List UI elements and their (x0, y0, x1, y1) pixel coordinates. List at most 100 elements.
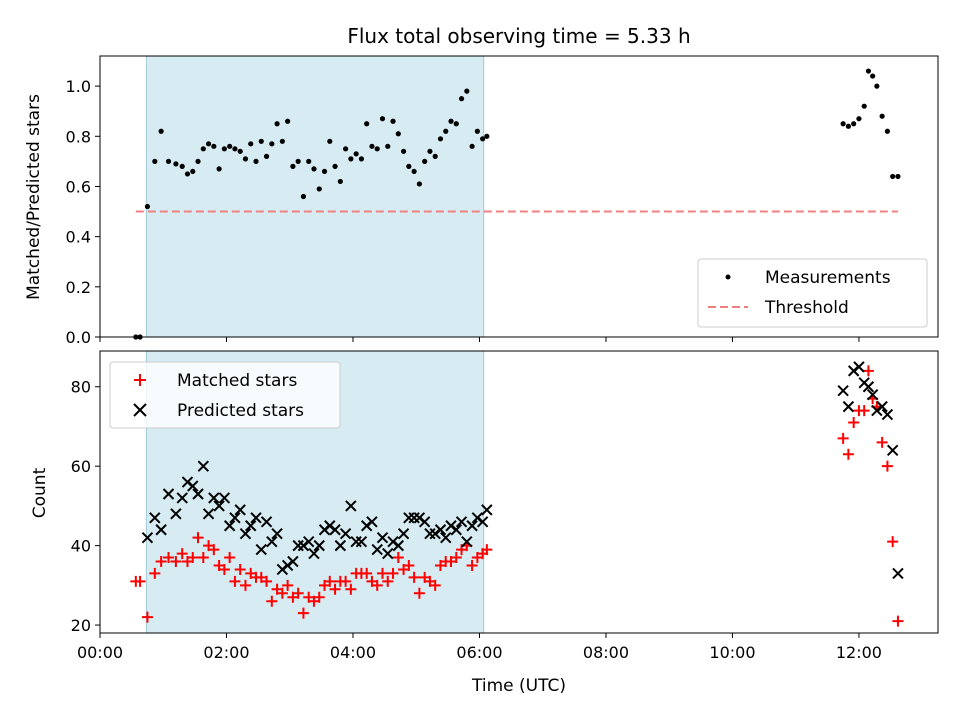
count-ylabel: Count (30, 467, 50, 518)
predicted-stars-point (176, 492, 188, 504)
measurements-point (152, 158, 158, 164)
measurements-point (379, 116, 386, 122)
predicted-stars-point (481, 504, 493, 516)
measurements-point (432, 153, 438, 159)
predicted-stars-point (355, 535, 368, 548)
measurements-point (385, 143, 391, 149)
ratio-y-tick-label: 0.0 (66, 328, 91, 347)
predicted-stars-point (234, 504, 246, 516)
predicted-stars-point (271, 527, 283, 540)
matched-stars-point (887, 536, 899, 548)
measurements-point (237, 148, 243, 154)
ratio-legend: Measurements Threshold (697, 258, 928, 328)
matched-stars-point (387, 567, 399, 579)
x-tick-label: 00:00 (77, 643, 123, 662)
predicted-legend-marker (133, 403, 147, 417)
measurements-point (327, 138, 333, 144)
measurements-point (358, 156, 365, 162)
matched-stars-point (345, 583, 357, 595)
matched-stars-point (282, 579, 294, 591)
matched-stars-point (862, 365, 874, 377)
panel-count: 00:00 02:00 04:00 06:00 08:00 10:00 12:00 20 40… (30, 350, 939, 696)
measurements-point (311, 166, 317, 172)
predicted-stars-point (197, 460, 210, 472)
measurements-point (422, 158, 428, 164)
matched-stars-point (134, 575, 146, 587)
measurements-legend-marker (725, 274, 731, 280)
predicted-stars-point (303, 535, 315, 548)
x-tick-label: 10:00 (709, 643, 755, 662)
x-tick-label: 08:00 (583, 643, 629, 662)
measurements-point (173, 161, 179, 167)
matched-stars-point (155, 556, 167, 568)
measurements-point (484, 133, 490, 139)
predicted-stars-point (218, 492, 231, 504)
matched-stars-point (176, 548, 188, 560)
count-legend-box (109, 361, 341, 429)
measurements-point (874, 83, 880, 89)
measurements-point (895, 173, 901, 180)
measurements-point (279, 138, 285, 144)
matched-stars-point (413, 587, 425, 599)
chart-title: Flux total observing time = 5.33 h (347, 24, 690, 48)
measurements-point (464, 88, 470, 94)
measurements-point (321, 168, 328, 175)
matched-stars-point (292, 587, 304, 599)
x-tick-label: 12:00 (836, 643, 882, 662)
matched-stars-point (149, 567, 161, 579)
matched-stars-point (376, 567, 388, 579)
measurements-point (221, 146, 227, 152)
ratio-y-tick-label: 0.8 (66, 127, 91, 146)
panel-ratio: 0.0 0.2 0.4 0.6 0.8 1.0 Matched/Predicted sta… (24, 55, 939, 347)
matched-stars-point (163, 552, 175, 564)
predicted-stars-point (149, 512, 161, 524)
measurements-point (258, 138, 264, 144)
matched-stars-point (324, 575, 336, 587)
predicted-stars-point (853, 361, 865, 373)
predicted-stars-point (466, 520, 478, 532)
measurements-point (364, 121, 370, 127)
matched-stars-point (371, 579, 383, 591)
predicted-stars-point (461, 535, 473, 548)
measurements-point (144, 203, 151, 210)
predicted-legend-label: Predicted stars (177, 401, 304, 421)
ratio-highlight-span (145, 55, 485, 338)
matched-stars-point (858, 405, 870, 417)
predicted-stars-point (202, 508, 215, 520)
predicted-stars-point (418, 516, 431, 528)
predicted-stars-point (245, 520, 257, 532)
matched-stars-point (234, 563, 246, 575)
matched-stars-point (382, 575, 394, 587)
predicted-stars-point (162, 488, 175, 500)
measurements-point (190, 168, 196, 175)
predicted-stars-point (187, 480, 199, 492)
predicted-stars-point (892, 567, 904, 580)
measurements-point (851, 121, 857, 127)
measurements-point (200, 146, 206, 152)
predicted-stars-point (308, 547, 320, 560)
matched-stars-point (276, 587, 288, 599)
matched-stars-point (218, 563, 230, 575)
predicted-stars-point (266, 535, 278, 548)
measurements-point (274, 121, 280, 127)
matched-stars-point (229, 575, 241, 587)
measurements-point (879, 113, 885, 119)
matched-stars-point (266, 595, 278, 607)
measurements-point (865, 68, 872, 74)
measurements-point (300, 193, 307, 200)
measurements-point (211, 143, 217, 149)
predicted-stars-point (371, 543, 383, 556)
threshold-legend-label: Threshold (764, 298, 849, 318)
measurements-point (840, 121, 846, 127)
measurements-point (406, 163, 412, 169)
predicted-stars-point (376, 531, 389, 544)
predicted-stars-point (208, 492, 220, 504)
measurements-point (437, 136, 444, 142)
predicted-stars-point (455, 516, 468, 528)
measurements-point (474, 128, 480, 134)
predicted-stars-point (397, 527, 410, 540)
predicted-stars-point (450, 524, 462, 536)
predicted-stars-point (313, 539, 325, 552)
measurements-point (870, 73, 876, 79)
